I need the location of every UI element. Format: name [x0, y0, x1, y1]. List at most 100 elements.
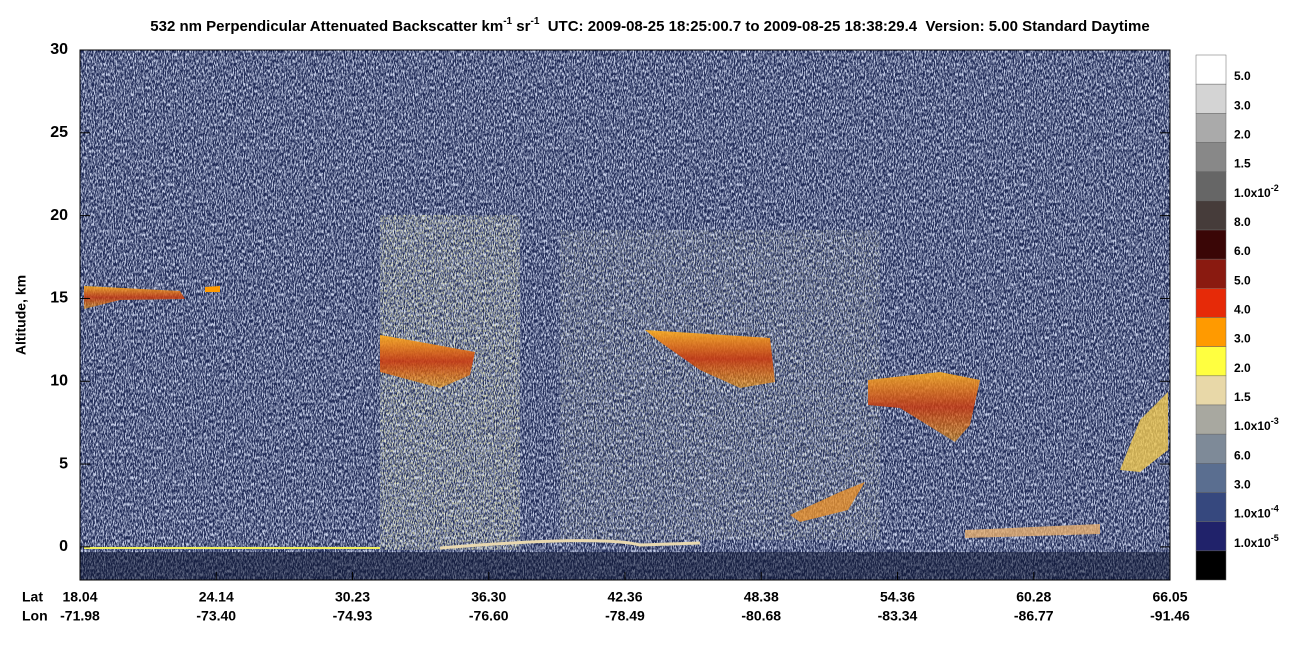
y-tick-label: 25	[50, 124, 68, 141]
colorbar-label-base: 8.0	[1234, 215, 1251, 229]
colorbar-swatch	[1195, 375, 1227, 406]
colorbar-label: 1.0x10-5	[1234, 533, 1279, 550]
colorbar-label-base: 1.0x10	[1234, 507, 1271, 521]
title-text: UTC: 2009-08-25 18:25:00.7 to 2009-08-25…	[539, 18, 1149, 35]
colorbar-label: 6.0	[1234, 449, 1251, 463]
x-tick-label: 18.04	[62, 589, 97, 605]
y-tick-label: 30	[50, 41, 68, 58]
cloud	[84, 286, 185, 309]
y-tick-label: 10	[50, 372, 68, 389]
colorbar-label-base: 6.0	[1234, 449, 1251, 463]
x-tick-label: 30.23	[335, 589, 370, 605]
surface-return	[439, 539, 701, 550]
colorbar-label-base: 4.0	[1234, 303, 1251, 317]
colorbar-swatch	[1195, 317, 1227, 347]
y-axis-label: Altitude, km	[13, 275, 29, 355]
colorbar-label-base: 6.0	[1234, 244, 1251, 258]
colorbar-label: 2.0	[1234, 128, 1251, 142]
colorbar-label-exponent: -4	[1271, 504, 1279, 514]
colorbar-label-base: 3.0	[1234, 478, 1251, 492]
colorbar-label: 3.0	[1234, 478, 1251, 492]
colorbar-label: 4.0	[1234, 303, 1251, 317]
colorbar-label-base: 1.0x10	[1234, 419, 1271, 433]
colorbar-label-exponent: -3	[1271, 417, 1279, 427]
colorbar-label-exponent: -2	[1271, 183, 1279, 193]
colorbar-swatch	[1195, 54, 1227, 85]
y-tick-label: 0	[59, 538, 68, 555]
colorbar-label: 3.0	[1234, 99, 1251, 113]
colorbar-swatch	[1195, 346, 1227, 377]
aerosol	[965, 524, 1100, 538]
colorbar-swatch	[1195, 521, 1227, 552]
x-tick-label: -80.68	[741, 608, 781, 624]
colorbar-label: 5.0	[1234, 69, 1251, 83]
x-tick-label: 36.30	[471, 589, 506, 605]
colorbar-swatch	[1195, 83, 1227, 114]
colorbar-label-base: 2.0	[1234, 361, 1251, 375]
colorbar-swatch	[1195, 433, 1227, 464]
colorbar-swatch	[1195, 142, 1227, 172]
colorbar-label: 2.0	[1234, 361, 1251, 375]
x-tick-label: -86.77	[1014, 608, 1054, 624]
colorbar-label: 1.0x10-2	[1234, 183, 1279, 200]
x-tick-label: -74.93	[333, 608, 373, 624]
x-tick-label: 66.05	[1152, 589, 1187, 605]
colorbar-swatch	[1195, 492, 1227, 522]
x-tick-label: -73.40	[196, 608, 236, 624]
colorbar-swatch	[1195, 171, 1227, 202]
colorbar-label-exponent: -5	[1271, 533, 1279, 543]
x-tick-label: -76.60	[469, 608, 509, 624]
colorbar-label: 1.5	[1234, 390, 1251, 404]
colorbar-swatch	[1195, 200, 1227, 231]
title-superscript: -1	[503, 16, 512, 27]
y-tick-label: 5	[59, 455, 68, 472]
colorbar-label-base: 3.0	[1234, 99, 1251, 113]
x-tick-label: 24.14	[199, 589, 234, 605]
colorbar-label: 3.0	[1234, 332, 1251, 346]
colorbar-swatch	[1195, 550, 1227, 581]
title-superscript: -1	[530, 16, 539, 27]
x-tick-label: 42.36	[607, 589, 642, 605]
colorbar-label-base: 3.0	[1234, 332, 1251, 346]
chart-title: 532 nm Perpendicular Attenuated Backscat…	[150, 16, 1149, 35]
colorbar-swatch	[1195, 404, 1227, 435]
colorbar-label-base: 5.0	[1234, 274, 1251, 288]
x-tick-label: 60.28	[1016, 589, 1051, 605]
title-text: 532 nm Perpendicular Attenuated Backscat…	[150, 18, 503, 35]
colorbar-label: 5.0	[1234, 274, 1251, 288]
noise	[560, 230, 880, 540]
x-tick-label: -83.34	[878, 608, 918, 624]
colorbar-swatch	[1195, 258, 1227, 289]
cloud	[868, 372, 980, 442]
colorbar-label-base: 1.0x10	[1234, 536, 1271, 550]
colorbar-label-base: 1.5	[1234, 157, 1251, 171]
colorbar-swatch	[1195, 113, 1227, 143]
x-row-label: Lon	[22, 608, 48, 624]
cloud	[380, 335, 475, 388]
x-tick-label: -91.46	[1150, 608, 1190, 624]
colorbar: 5.03.02.01.51.0x10-28.06.05.04.03.02.01.…	[1195, 54, 1279, 581]
cloud	[1120, 392, 1168, 472]
colorbar-swatch	[1195, 288, 1227, 318]
cloud	[205, 286, 220, 292]
title-text: sr	[512, 18, 531, 35]
colorbar-label: 1.0x10-4	[1234, 504, 1279, 521]
colorbar-label-base: 5.0	[1234, 69, 1251, 83]
colorbar-label: 1.0x10-3	[1234, 417, 1279, 434]
colorbar-label: 8.0	[1234, 215, 1251, 229]
colorbar-label-base: 2.0	[1234, 128, 1251, 142]
colorbar-swatch	[1195, 463, 1227, 493]
colorbar-label: 1.5	[1234, 157, 1251, 171]
plot-image	[79, 49, 1171, 581]
x-tick-label: -71.98	[60, 608, 100, 624]
x-tick-label: 48.38	[744, 589, 779, 605]
colorbar-label: 6.0	[1234, 244, 1251, 258]
colorbar-label-base: 1.0x10	[1234, 186, 1271, 200]
x-row-label: Lat	[22, 589, 43, 605]
x-tick-label: 54.36	[880, 589, 915, 605]
colorbar-label-base: 1.5	[1234, 390, 1251, 404]
aerosol	[790, 482, 865, 522]
colorbar-swatch	[1195, 229, 1227, 260]
cloud	[645, 330, 775, 388]
